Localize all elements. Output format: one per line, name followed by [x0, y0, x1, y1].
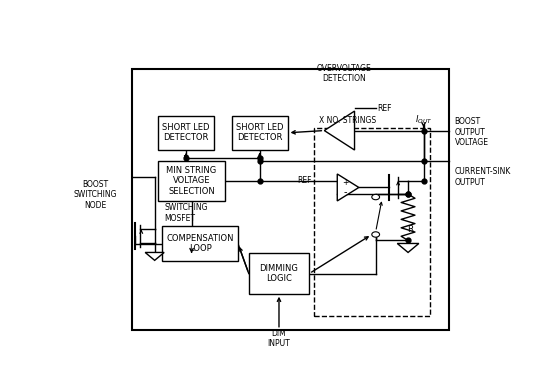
Text: COMPENSATION
LOOP: COMPENSATION LOOP	[167, 234, 234, 253]
Text: REF: REF	[297, 176, 311, 185]
Text: -: -	[343, 187, 347, 197]
Polygon shape	[324, 111, 355, 150]
Bar	[163, 226, 238, 261]
Text: SHORT LED
DETECTOR: SHORT LED DETECTOR	[236, 123, 284, 142]
Circle shape	[372, 232, 379, 237]
Text: DIMMING
LOGIC: DIMMING LOGIC	[260, 264, 299, 283]
Text: X NO. STRINGS: X NO. STRINGS	[320, 116, 377, 124]
Text: BOOST
OUTPUT
VOLTAGE: BOOST OUTPUT VOLTAGE	[455, 117, 488, 147]
Bar	[158, 116, 214, 150]
Text: +: +	[342, 179, 348, 187]
Circle shape	[372, 194, 379, 200]
Polygon shape	[145, 252, 164, 260]
Bar	[249, 253, 309, 294]
Bar	[314, 128, 430, 316]
Text: CURRENT-SINK
OUTPUT: CURRENT-SINK OUTPUT	[455, 167, 511, 187]
Bar	[132, 69, 449, 330]
Text: $I_{OUT}$: $I_{OUT}$	[415, 114, 432, 126]
Text: REF: REF	[377, 103, 392, 112]
Polygon shape	[397, 244, 419, 252]
Text: SWITCHING
MOSFET: SWITCHING MOSFET	[165, 203, 208, 223]
Text: OVERVOLTAGE
DETECTION: OVERVOLTAGE DETECTION	[316, 64, 371, 83]
Text: R: R	[408, 225, 414, 234]
Text: SHORT LED
DETECTOR: SHORT LED DETECTOR	[163, 123, 210, 142]
Polygon shape	[338, 174, 359, 201]
Text: MIN STRING
VOLTAGE
SELECTION: MIN STRING VOLTAGE SELECTION	[167, 166, 217, 196]
Text: BOOST
SWITCHING
NODE: BOOST SWITCHING NODE	[74, 180, 118, 210]
Text: DIM
INPUT: DIM INPUT	[267, 329, 290, 349]
Bar	[158, 161, 225, 201]
Bar	[232, 116, 287, 150]
